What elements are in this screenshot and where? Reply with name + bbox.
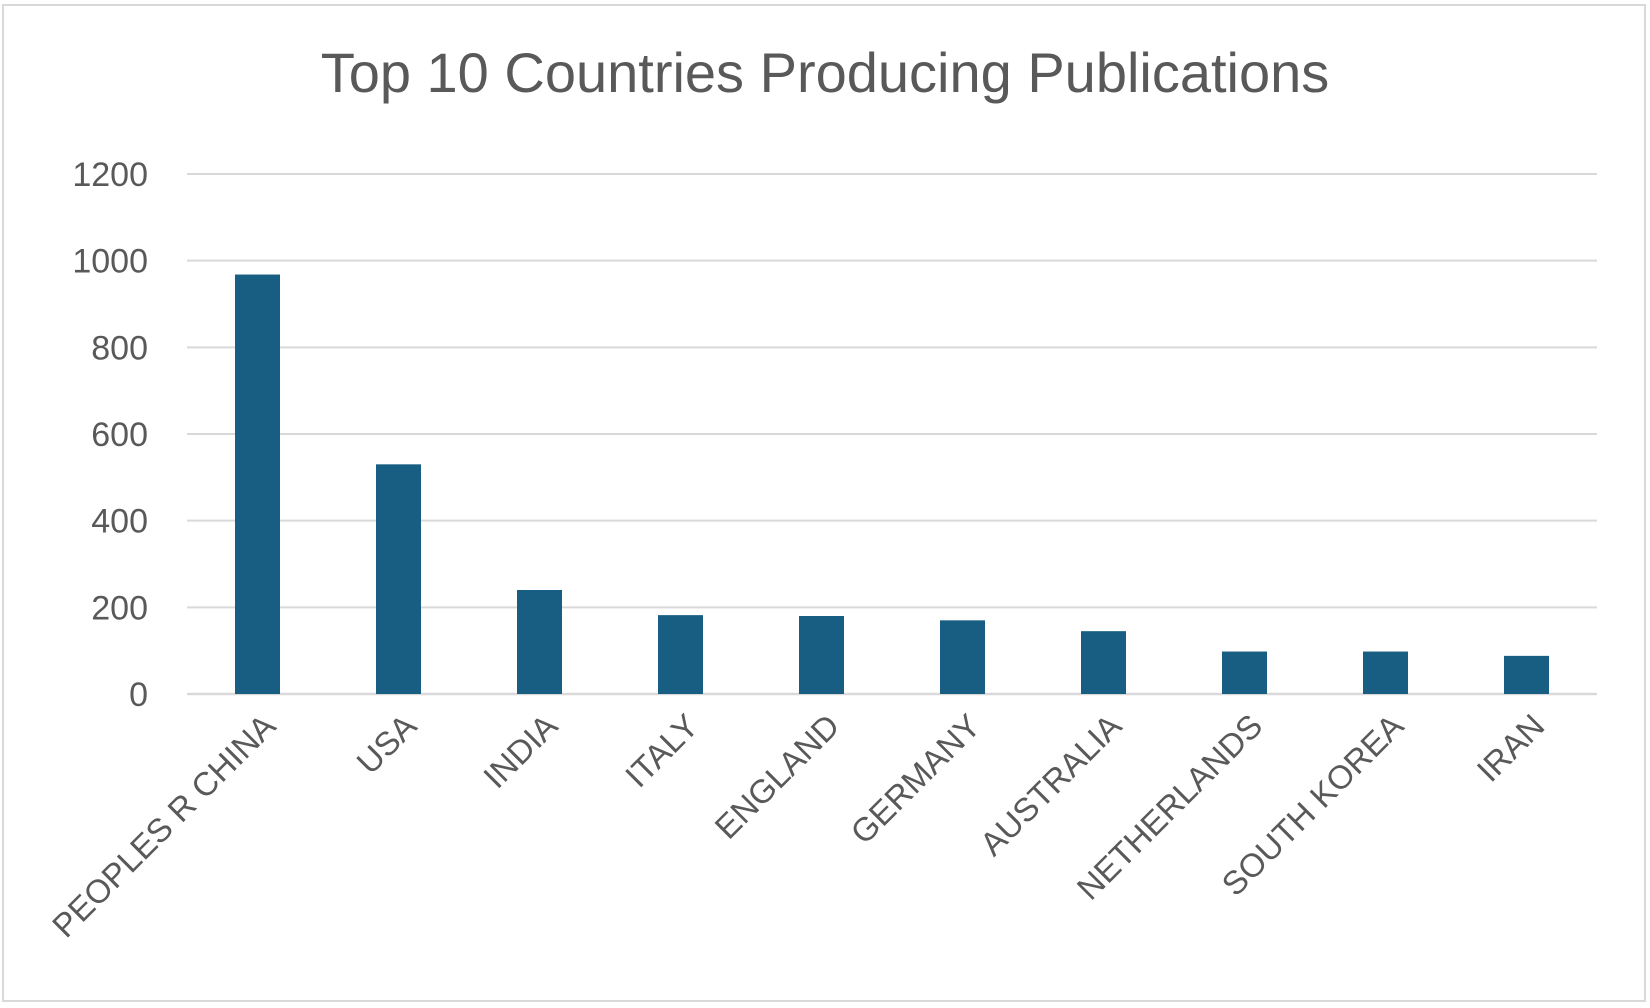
bars: [235, 274, 1549, 694]
y-tick-label: 800: [91, 329, 148, 367]
x-tick-label: AUSTRALIA: [973, 707, 1129, 863]
y-axis-ticks: 0 200 400 600 800 1000 1200: [72, 156, 148, 714]
gridlines: [187, 173, 1597, 696]
bar-iran: [1504, 655, 1549, 694]
bar-australia: [1081, 631, 1126, 694]
bar-germany: [940, 620, 985, 694]
x-axis-categories: PEOPLES R CHINA USA INDIA ITALY ENGLANDGERMA…: [45, 707, 1552, 945]
x-tick-label: ENGLAND: [707, 707, 846, 846]
bar-india: [517, 590, 562, 694]
bar-peoples-r-china: [235, 274, 280, 694]
y-tick-label: 200: [91, 589, 148, 627]
x-tick-label: IRAN: [1470, 707, 1552, 789]
y-tick-label: 400: [91, 503, 148, 541]
x-tick-label: ITALY: [618, 707, 706, 795]
x-tick-label: PEOPLES R CHINA: [45, 707, 283, 945]
y-tick-label: 1000: [72, 243, 148, 281]
bar-usa: [376, 464, 421, 694]
y-tick-label: 1200: [72, 156, 148, 194]
bar-italy: [658, 615, 703, 694]
bar-england: [799, 616, 844, 694]
chart-title: Top 10 Countries Producing Publications: [320, 41, 1330, 104]
x-tick-label: USA: [349, 707, 423, 781]
x-tick-label: INDIA: [476, 707, 564, 795]
y-tick-label: 600: [91, 416, 148, 454]
bar-netherlands: [1222, 651, 1267, 694]
y-tick-label: 0: [129, 676, 148, 714]
x-tick-label: GERMANY: [843, 707, 987, 851]
bar-south-korea: [1363, 651, 1408, 694]
